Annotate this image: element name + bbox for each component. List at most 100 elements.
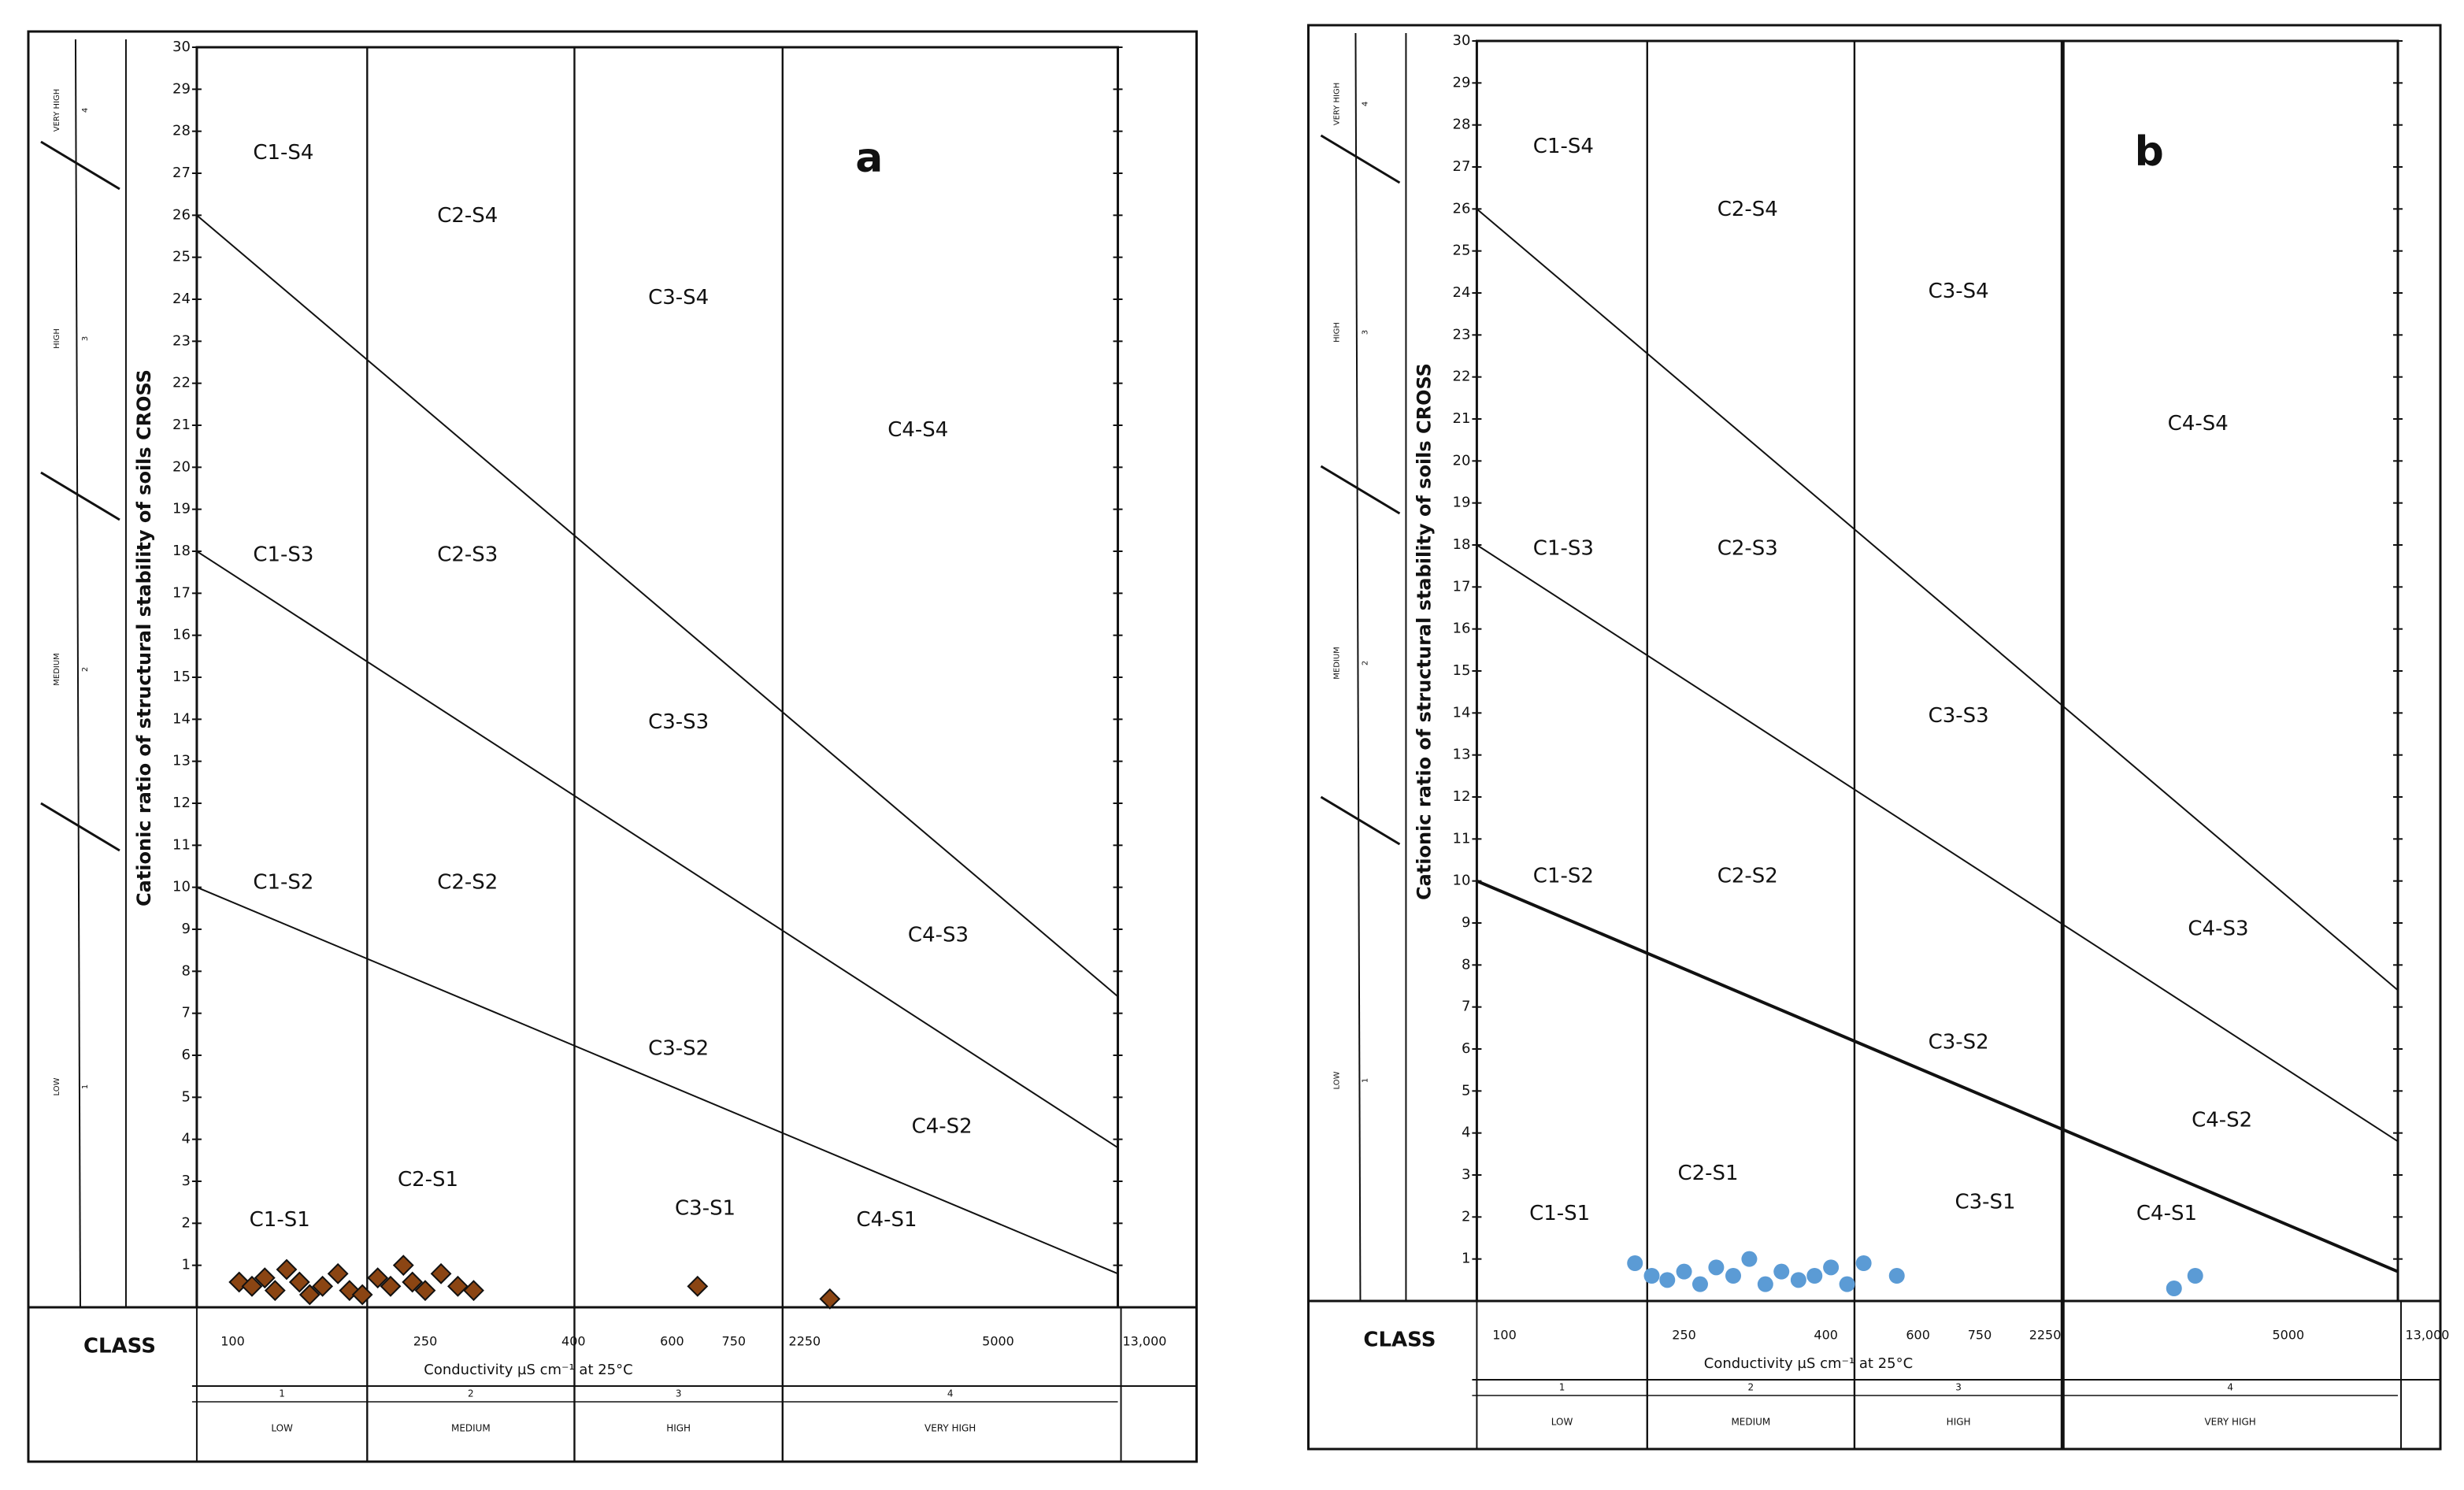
y-tick-label: 1 [1462, 1251, 1470, 1267]
data-point [1691, 1276, 1708, 1292]
x-tick-label: 2250 [2029, 1327, 2062, 1342]
y-tick-label: 18 [1453, 536, 1471, 553]
sodium-class-number: 1 [81, 1084, 90, 1089]
x-tick-label: 100 [1492, 1327, 1517, 1342]
region-label: C1-S3 [253, 543, 313, 566]
x-axis-title: Conductivity µS cm⁻¹ at 25°C [424, 1362, 632, 1378]
sodium-class-number: 3 [1361, 330, 1369, 335]
y-tick-label: 27 [172, 165, 191, 181]
class-label: CLASS [1363, 1328, 1436, 1351]
region-label: C2-S3 [437, 543, 498, 566]
region-label: C2-S3 [1717, 536, 1778, 560]
y-tick-label: 10 [172, 879, 191, 895]
data-point [1790, 1272, 1806, 1288]
sodium-class-name: MEDIUM [53, 653, 61, 685]
data-point [1741, 1251, 1758, 1267]
region-label: C4-S2 [912, 1115, 973, 1139]
data-point [430, 1262, 452, 1284]
data-point [228, 1271, 250, 1293]
y-tick-label: 4 [1462, 1125, 1470, 1141]
y-tick-label: 23 [172, 332, 191, 349]
sodium-class-name: VERY HIGH [1332, 83, 1341, 125]
region-label: C3-S4 [1929, 280, 1989, 303]
sodium-class-number: 2 [1361, 661, 1369, 665]
region-label: C4-S1 [856, 1208, 917, 1232]
data-point [2187, 1268, 2203, 1284]
y-tick-label: 24 [172, 291, 191, 307]
y-tick-label: 30 [172, 39, 191, 55]
sodium-class-number: 3 [81, 336, 90, 341]
region-label: C3-S2 [1929, 1030, 1989, 1054]
y-tick-label: 10 [1453, 873, 1471, 889]
y-tick-label: 30 [1453, 32, 1471, 49]
y-tick-label: 11 [1453, 830, 1471, 847]
region-label: C1-S3 [1533, 536, 1594, 560]
data-point [2166, 1281, 2182, 1296]
region-label: C4-S4 [2168, 412, 2229, 436]
y-tick-label: 21 [172, 417, 191, 433]
sidebar-slash [1320, 134, 1401, 184]
salinity-class-number: 4 [2227, 1381, 2233, 1392]
boundary-line [196, 550, 1119, 1149]
region-label: C2-S1 [398, 1168, 458, 1192]
boundary-line [1476, 544, 2399, 1143]
salinity-class-number: 1 [1559, 1381, 1565, 1392]
boundary-line [196, 886, 1118, 1275]
y-tick-label: 25 [172, 249, 191, 265]
salinity-class-name: VERY HIGH [924, 1422, 976, 1433]
region-label: C3-S1 [1955, 1191, 2016, 1214]
y-tick-label: 24 [1453, 284, 1471, 301]
region-label: C2-S4 [1717, 198, 1778, 221]
sodium-class-number: 4 [1361, 102, 1369, 106]
y-tick-label: 4 [181, 1131, 190, 1147]
salinity-class-name: MEDIUM [451, 1422, 491, 1433]
x-tick-label: 600 [1906, 1327, 1930, 1342]
y-tick-label: 2 [1462, 1208, 1470, 1225]
y-tick-label: 7 [181, 1005, 190, 1021]
data-point [1773, 1263, 1790, 1280]
sodium-class-number: 4 [81, 108, 90, 113]
data-point [367, 1267, 389, 1289]
region-label: C2-S2 [1717, 864, 1778, 888]
y-axis-title: Cationic ratio of structural stability o… [133, 369, 155, 906]
y-tick-label: 26 [1453, 200, 1471, 217]
panel-frame [1306, 24, 2442, 1451]
data-point [1757, 1276, 1773, 1292]
y-tick-label: 22 [1453, 369, 1471, 385]
class-label: CLASS [83, 1334, 156, 1358]
region-label: C4-S3 [908, 923, 969, 947]
data-point [276, 1258, 298, 1281]
y-tick-label: 22 [172, 375, 191, 391]
x-tick-label: 750 [722, 1333, 747, 1348]
data-point [351, 1284, 373, 1306]
y-tick-label: 15 [172, 669, 191, 685]
data-point [819, 1288, 841, 1310]
sodium-class-name: VERY HIGH [53, 89, 61, 132]
y-tick-label: 21 [1453, 410, 1471, 427]
y-tick-label: 17 [172, 584, 191, 601]
data-point [447, 1275, 469, 1297]
x-axis-title: Conductivity µS cm⁻¹ at 25°C [1704, 1355, 1913, 1372]
y-tick-label: 26 [172, 206, 191, 223]
region-label: C4-S4 [887, 418, 948, 442]
y-tick-label: 7 [1462, 999, 1470, 1015]
region-label: C3-S4 [648, 286, 709, 309]
salinity-class-name: LOW [1551, 1416, 1573, 1427]
region-label: C1-S1 [250, 1208, 310, 1232]
data-point [392, 1255, 414, 1277]
salinity-class-name: MEDIUM [1731, 1416, 1770, 1427]
region-label: C3-S3 [648, 710, 709, 734]
y-tick-label: 3 [181, 1173, 190, 1189]
salinity-class-name: LOW [271, 1422, 293, 1433]
y-tick-label: 25 [1453, 243, 1471, 259]
region-label: C4-S2 [2192, 1109, 2252, 1132]
region-label: C3-S3 [1929, 704, 1989, 728]
salinity-class-number: 2 [468, 1388, 474, 1399]
y-tick-label: 20 [172, 458, 191, 475]
x-tick-label: 100 [220, 1333, 245, 1348]
region-label: C2-S1 [1677, 1162, 1738, 1185]
y-tick-label: 13 [1453, 747, 1471, 763]
data-point [1855, 1255, 1872, 1271]
sidebar-slash [40, 471, 120, 521]
